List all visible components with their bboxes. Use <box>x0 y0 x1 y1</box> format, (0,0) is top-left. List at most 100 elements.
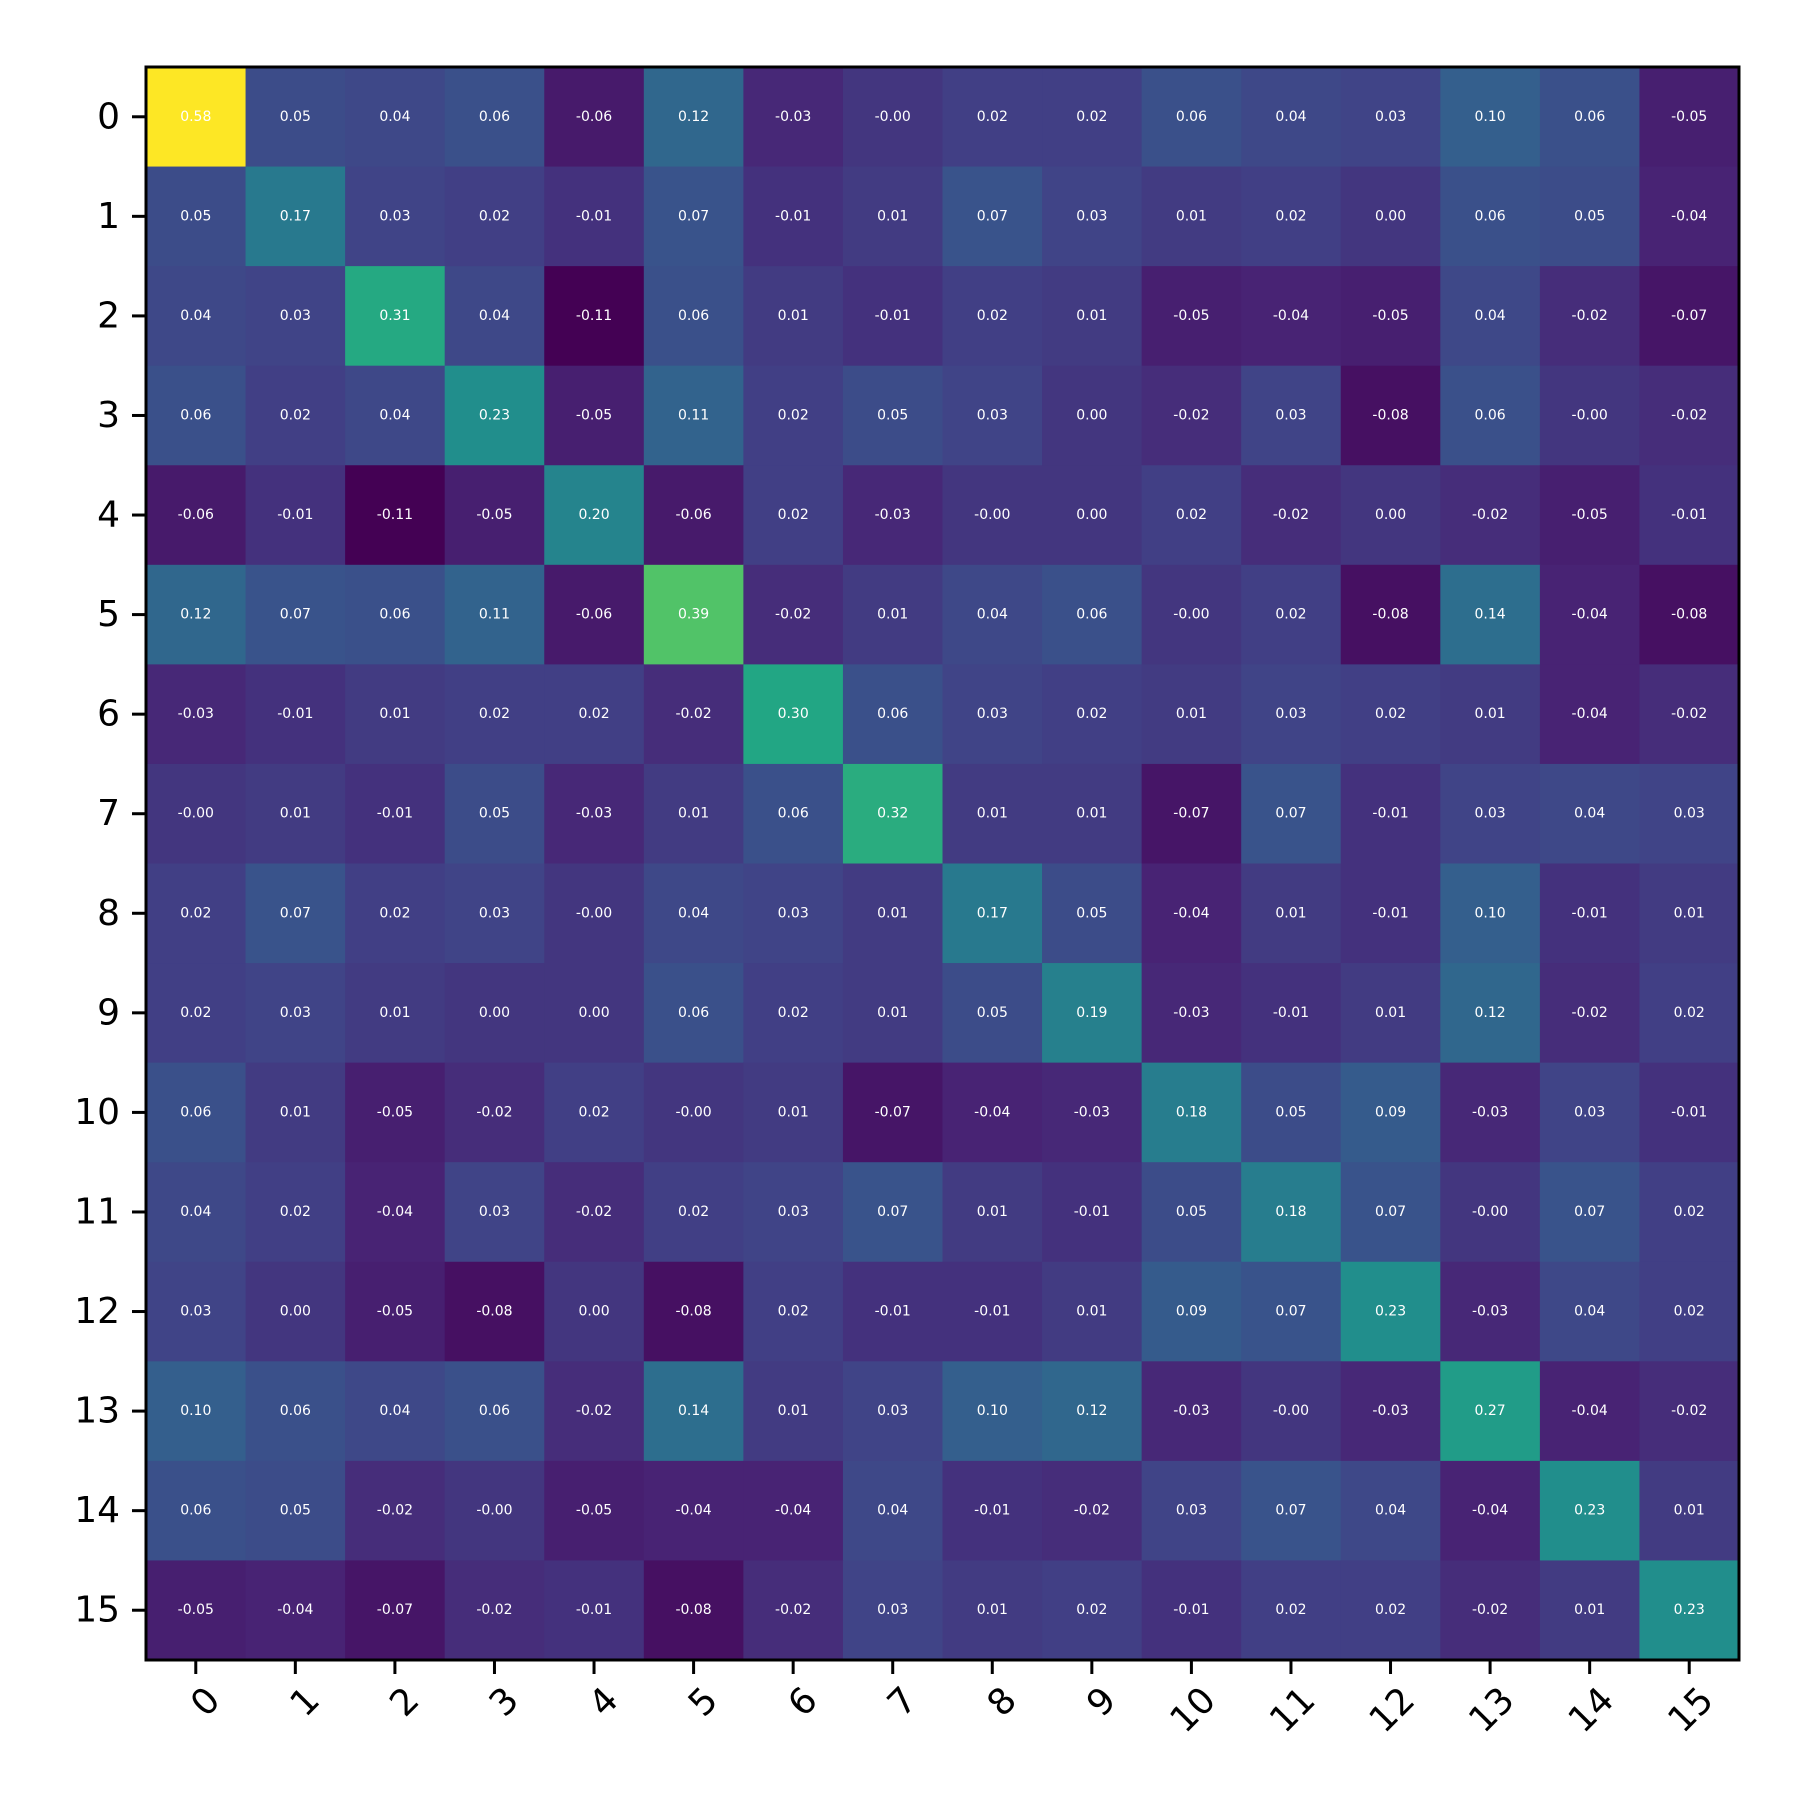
heatmap-cell-r0-c15 <box>1639 67 1740 168</box>
cell-value-label: -0.05 <box>1173 308 1209 324</box>
cell-value-label: 0.03 <box>778 1204 809 1220</box>
cell-value-label: 0.10 <box>977 1403 1008 1419</box>
cell-value-label: 0.03 <box>1275 706 1306 722</box>
cell-value-label: 0.03 <box>180 1304 211 1320</box>
y-tick-label: 7 <box>97 793 120 834</box>
heatmap-cell-r11-c12 <box>1340 1162 1441 1263</box>
heatmap-cell-r10-c8 <box>942 1062 1043 1163</box>
cell-value-label: 0.02 <box>977 109 1008 125</box>
heatmap-cell-r2-c12 <box>1340 266 1441 367</box>
cell-value-label: 0.00 <box>1375 208 1406 224</box>
x-tick-label: 2 <box>382 1680 427 1725</box>
heatmap-cell-r7-c6 <box>743 763 844 865</box>
cell-value-label: -0.08 <box>1372 607 1408 623</box>
heatmap-cell-r4-c10 <box>1141 465 1242 566</box>
cell-value-label: 0.03 <box>1674 806 1705 822</box>
heatmap-cell-r12-c3 <box>444 1261 545 1362</box>
heatmap-cell-r12-c7 <box>842 1261 944 1362</box>
cell-value-label: -0.00 <box>675 1104 711 1120</box>
cell-value-label: 0.02 <box>1674 1304 1705 1320</box>
heatmap-cell-r6-c8 <box>942 664 1043 765</box>
heatmap-cell-r11-c0 <box>146 1162 247 1263</box>
heatmap-cell-r10-c4 <box>544 1062 645 1163</box>
heatmap-cell-r6-c14 <box>1539 664 1641 765</box>
heatmap-cell-r10-c1 <box>245 1062 346 1163</box>
cell-value-label: 0.03 <box>1475 806 1506 822</box>
cell-value-label: -0.11 <box>576 308 612 324</box>
heatmap-cell-r8-c13 <box>1440 863 1541 964</box>
cell-value-label: 0.02 <box>280 407 311 423</box>
heatmap-cell-r15-c15 <box>1639 1560 1740 1661</box>
heatmap-cell-r15-c1 <box>245 1560 346 1661</box>
cell-value-label: 0.18 <box>1176 1104 1207 1120</box>
heatmap-cell-r2-c2 <box>345 266 446 367</box>
y-tick-label: 13 <box>74 1391 120 1432</box>
heatmap-cell-r4-c2 <box>345 465 446 566</box>
cell-value-label: 0.06 <box>678 308 709 324</box>
heatmap-cell-r7-c10 <box>1141 763 1242 865</box>
heatmap-cell-r3-c2 <box>345 365 446 466</box>
cell-value-label: 0.05 <box>1574 208 1605 224</box>
heatmap-cell-r13-c7 <box>842 1361 944 1462</box>
heatmap-cell-r12-c4 <box>544 1261 645 1362</box>
heatmap-cell-r10-c13 <box>1440 1062 1541 1163</box>
cell-value-label: -0.01 <box>875 1304 911 1320</box>
heatmap-cell-r13-c1 <box>245 1361 346 1462</box>
cell-value-label: -0.02 <box>476 1602 512 1618</box>
heatmap-cell-r5-c9 <box>1042 564 1143 665</box>
cell-value-label: 0.04 <box>379 1403 410 1419</box>
cell-value-label: -0.05 <box>476 507 512 523</box>
heatmap-cell-r3-c9 <box>1042 365 1143 466</box>
cell-value-label: 0.10 <box>1475 905 1506 921</box>
heatmap-cell-r0-c11 <box>1241 67 1342 168</box>
cell-value-label: 0.04 <box>180 308 211 324</box>
heatmap-cell-r5-c8 <box>942 564 1043 665</box>
cell-value-label: 0.00 <box>1076 407 1107 423</box>
heatmap-cell-r14-c12 <box>1340 1460 1441 1562</box>
cell-value-label: 0.05 <box>280 109 311 125</box>
cells-layer <box>146 67 1740 1661</box>
cell-value-label: 0.23 <box>1674 1602 1705 1618</box>
cell-value-label: 0.06 <box>180 1503 211 1519</box>
cell-value-label: 0.01 <box>977 1602 1008 1618</box>
heatmap-cell-r0-c8 <box>942 67 1043 168</box>
cell-value-label: 0.10 <box>1475 109 1506 125</box>
heatmap-cell-r11-c10 <box>1141 1162 1242 1263</box>
cell-value-label: -0.03 <box>775 109 811 125</box>
heatmap-cell-r8-c3 <box>444 863 545 964</box>
cell-value-label: -0.03 <box>178 706 214 722</box>
cell-value-label: 0.01 <box>1176 208 1207 224</box>
heatmap-cell-r14-c10 <box>1141 1460 1242 1562</box>
cell-value-label: -0.06 <box>675 507 711 523</box>
cell-value-label: -0.05 <box>1572 507 1608 523</box>
heatmap-cell-r10-c9 <box>1042 1062 1143 1163</box>
x-tick-label: 13 <box>1461 1680 1522 1741</box>
heatmap-cell-r6-c0 <box>146 664 247 765</box>
heatmap-cell-r9-c11 <box>1241 963 1342 1064</box>
heatmap-cell-r8-c14 <box>1539 863 1641 964</box>
heatmap-cell-r6-c11 <box>1241 664 1342 765</box>
cell-value-label: 0.05 <box>1275 1104 1306 1120</box>
heatmap-cell-r7-c15 <box>1639 763 1740 865</box>
heatmap-cell-r4-c0 <box>146 465 247 566</box>
heatmap-cell-r9-c1 <box>245 963 346 1064</box>
heatmap-cell-r4-c4 <box>544 465 645 566</box>
heatmap-cell-r0-c0 <box>146 67 247 168</box>
cell-value-label: 0.03 <box>1375 109 1406 125</box>
cell-value-label: -0.03 <box>1372 1403 1408 1419</box>
cell-value-label: -0.03 <box>1173 1005 1209 1021</box>
heatmap-cell-r7-c4 <box>544 763 645 865</box>
cell-value-label: 0.06 <box>280 1403 311 1419</box>
cell-value-label: -0.05 <box>377 1304 413 1320</box>
cell-value-label: 0.02 <box>1674 1204 1705 1220</box>
cell-value-label: -0.01 <box>974 1304 1010 1320</box>
cell-value-label: 0.04 <box>1475 308 1506 324</box>
cell-value-label: 0.07 <box>1275 806 1306 822</box>
heatmap-cell-r14-c13 <box>1440 1460 1541 1562</box>
cell-value-label: -0.03 <box>1173 1403 1209 1419</box>
heatmap-cell-r13-c14 <box>1539 1361 1641 1462</box>
cell-value-label: 0.18 <box>1275 1204 1306 1220</box>
heatmap-cell-r11-c9 <box>1042 1162 1143 1263</box>
cell-value-label: 0.07 <box>678 208 709 224</box>
cell-value-label: 0.01 <box>1275 905 1306 921</box>
